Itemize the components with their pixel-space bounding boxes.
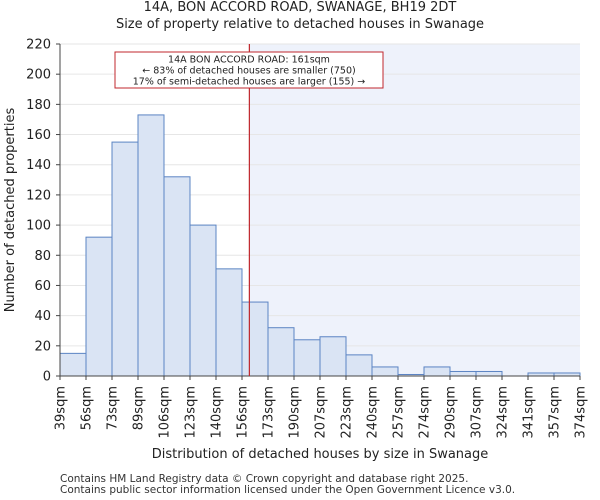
bar	[267, 327, 295, 377]
x-tick-label: 207sqm	[314, 386, 329, 439]
annotation-line: ← 83% of detached houses are smaller (75…	[142, 66, 355, 77]
x-tick-label: 123sqm	[184, 386, 199, 439]
y-tick-label: 160	[26, 128, 51, 143]
bar	[345, 354, 373, 377]
annotation-line: 14A BON ACCORD ROAD: 161sqm	[168, 55, 330, 66]
bar	[189, 224, 217, 377]
bar	[137, 114, 165, 377]
bar	[319, 336, 347, 377]
x-tick-label: 89sqm	[132, 386, 147, 430]
bar	[371, 366, 399, 377]
annotation-line: 17% of semi-detached houses are larger (…	[133, 77, 366, 88]
bar	[241, 301, 269, 377]
bar	[111, 141, 139, 377]
x-tick-label: 257sqm	[392, 386, 407, 439]
x-tick-label: 173sqm	[262, 386, 277, 439]
bar	[449, 370, 477, 377]
bar	[293, 339, 321, 377]
x-tick-label: 106sqm	[158, 386, 173, 439]
bar	[475, 370, 503, 377]
x-tick-label: 324sqm	[496, 386, 511, 439]
highlight-region	[249, 44, 580, 376]
y-tick-label: 120	[26, 188, 51, 203]
x-tick-label: 140sqm	[210, 386, 225, 439]
y-tick-label: 140	[26, 158, 51, 173]
y-tick-label: 80	[34, 249, 51, 264]
chart-subtitle: Size of property relative to detached ho…	[115, 17, 485, 32]
x-tick-label: 374sqm	[574, 386, 589, 439]
x-axis-title: Distribution of detached houses by size …	[152, 447, 489, 462]
bar	[423, 366, 451, 377]
bar	[215, 268, 243, 377]
x-tick-label: 56sqm	[80, 386, 95, 430]
x-tick-label: 39sqm	[54, 386, 69, 430]
footer-line-2: Contains public sector information licen…	[60, 484, 516, 496]
bar	[59, 352, 87, 377]
x-tick-label: 73sqm	[106, 386, 121, 430]
y-tick-label: 20	[34, 339, 51, 354]
annotation-box	[114, 51, 384, 89]
y-tick-label: 60	[34, 279, 51, 294]
y-tick-label: 180	[26, 98, 51, 113]
footer-line-1: Contains HM Land Registry data © Crown c…	[60, 473, 469, 485]
bar	[85, 236, 113, 377]
x-tick-label: 190sqm	[288, 386, 303, 439]
x-tick-label: 341sqm	[522, 386, 537, 439]
x-tick-label: 274sqm	[418, 386, 433, 439]
y-tick-label: 200	[26, 68, 51, 83]
x-tick-label: 156sqm	[236, 386, 251, 439]
x-tick-label: 240sqm	[366, 386, 381, 439]
y-tick-label: 220	[26, 38, 51, 53]
x-tick-label: 357sqm	[548, 386, 563, 439]
y-tick-label: 40	[34, 309, 51, 324]
x-tick-label: 290sqm	[444, 386, 459, 439]
y-tick-label: 0	[43, 370, 51, 385]
bar	[163, 176, 191, 377]
x-tick-label: 307sqm	[470, 386, 485, 439]
y-tick-label: 100	[26, 219, 51, 234]
chart-title: 14A, BON ACCORD ROAD, SWANAGE, BH19 2DT	[143, 0, 457, 15]
y-axis-title: Number of detached properties	[3, 108, 18, 313]
x-tick-label: 223sqm	[340, 386, 355, 439]
